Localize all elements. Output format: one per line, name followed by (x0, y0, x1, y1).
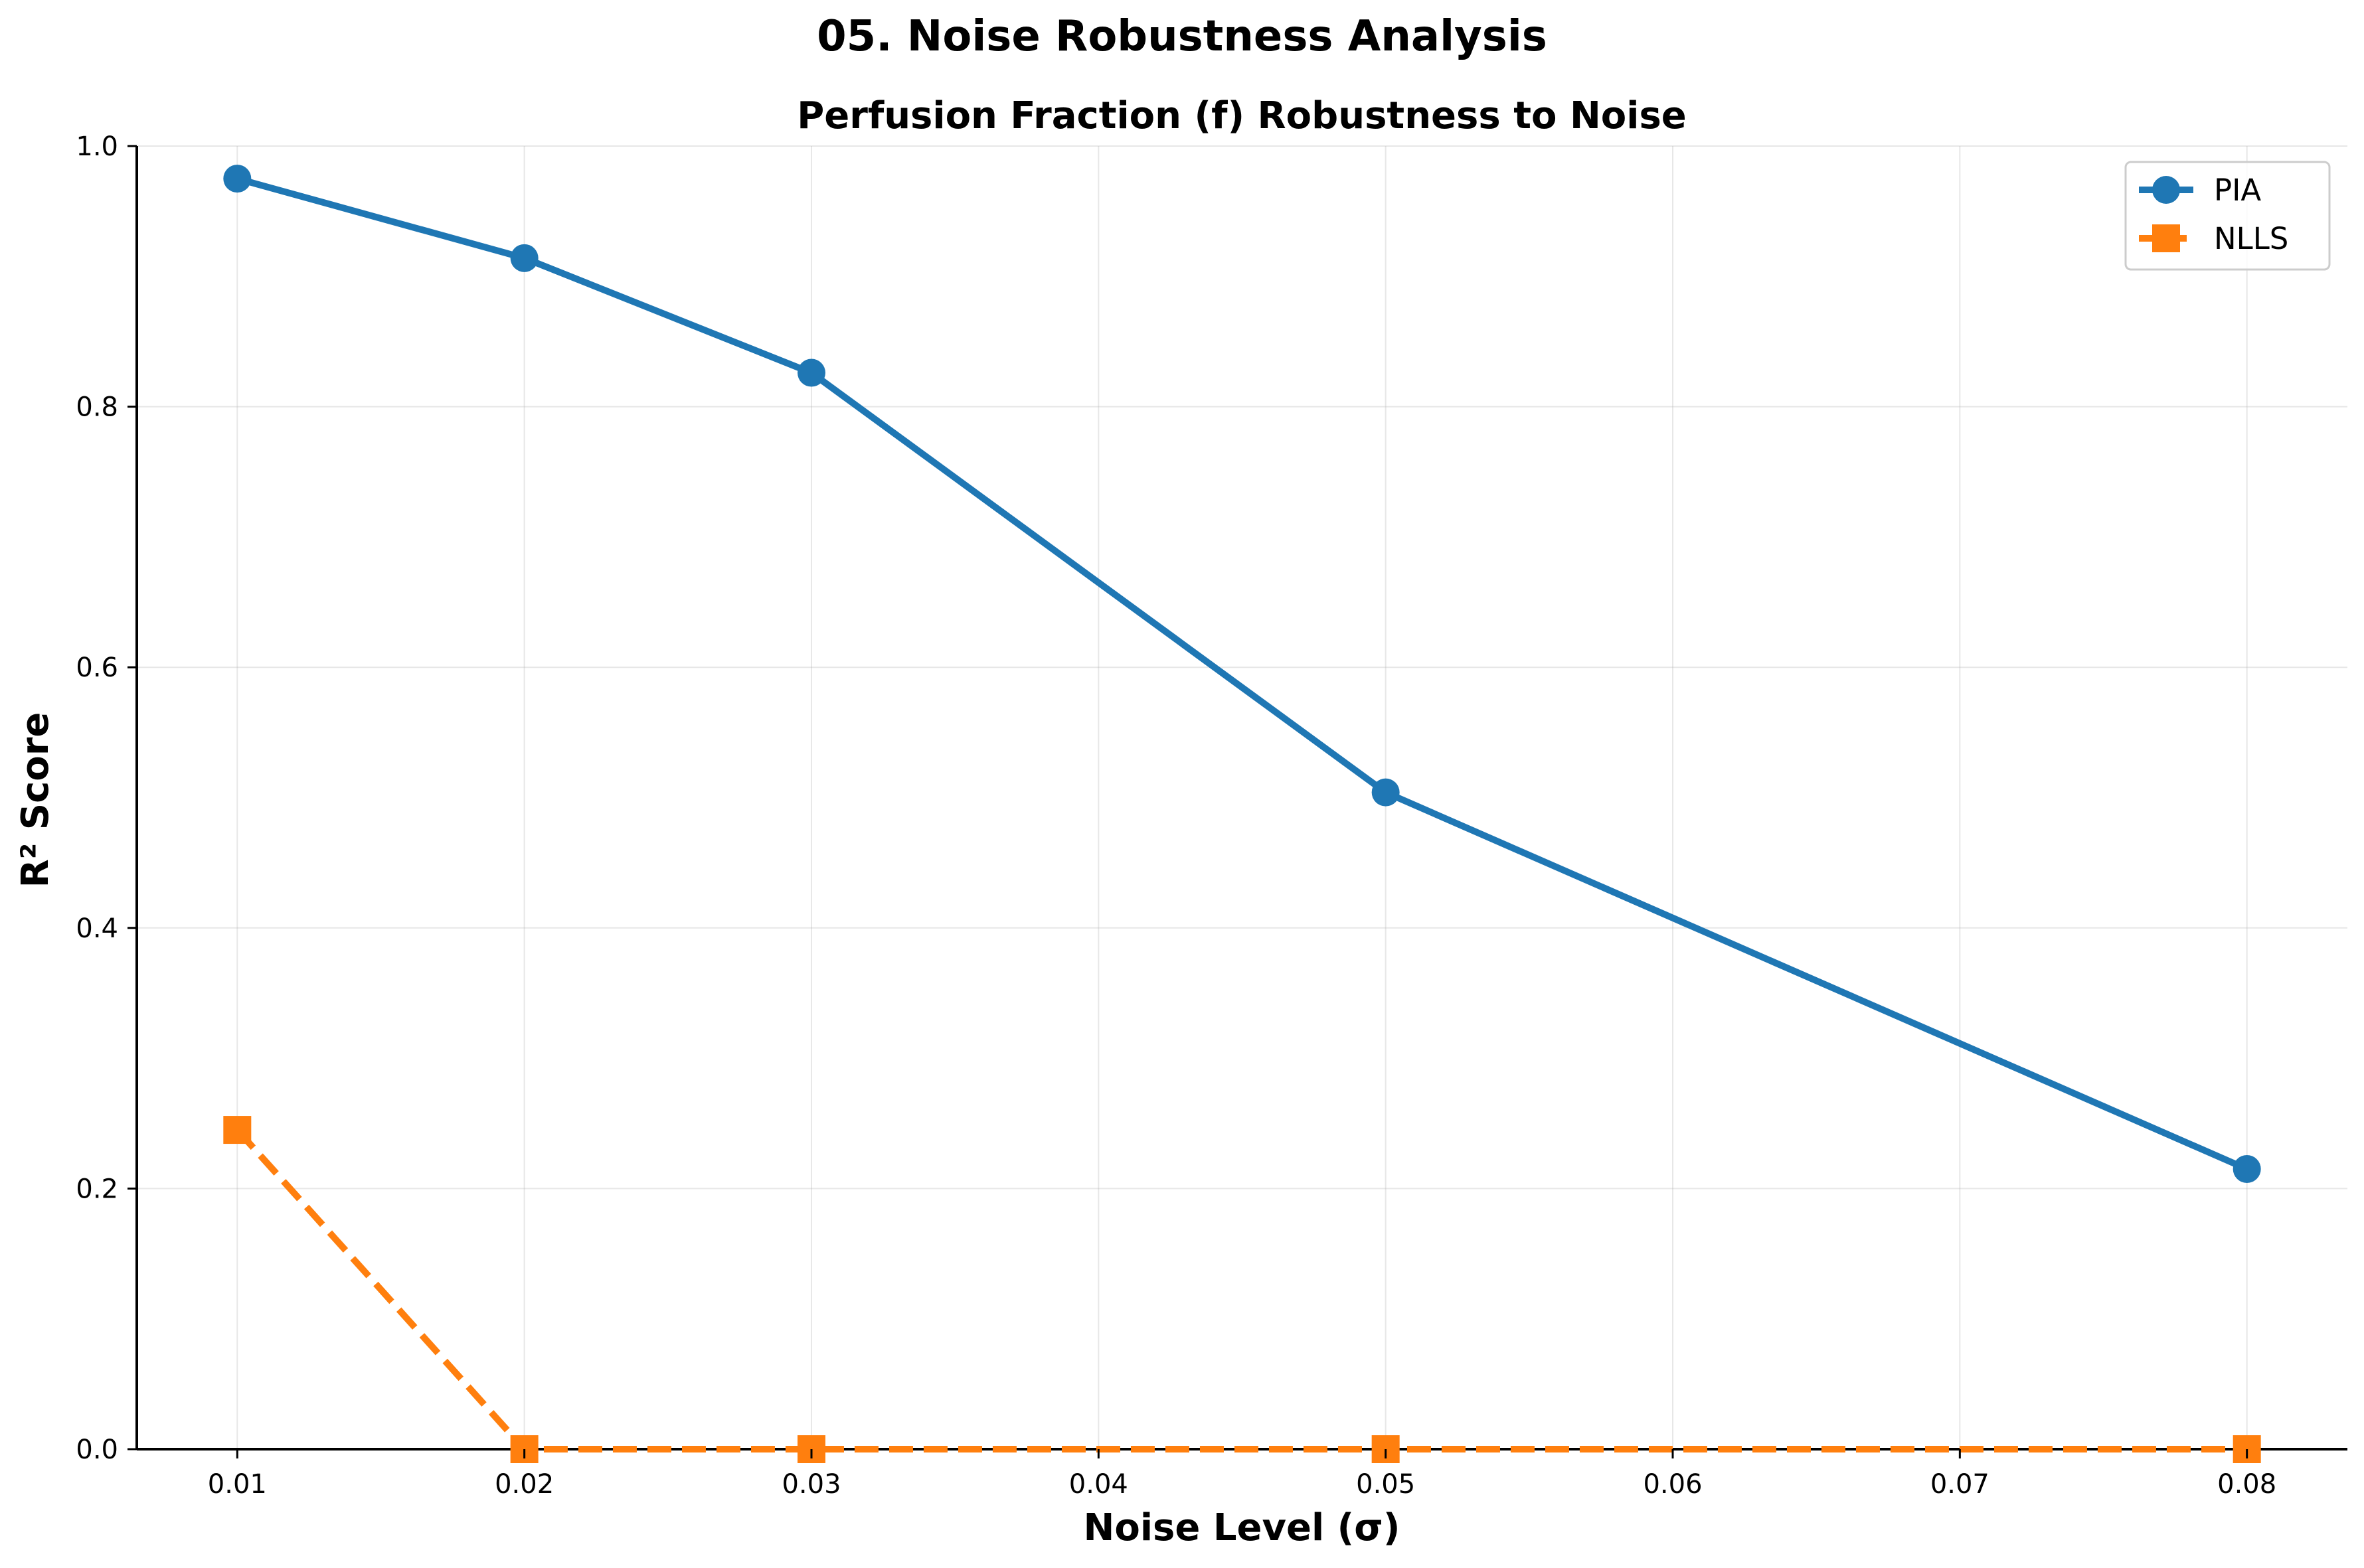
legend-marker-pia (2152, 176, 2180, 204)
figure-suptitle: 05. Noise Robustness Analysis (817, 12, 1547, 61)
ticks-layer: 0.01 0.02 0.03 0.04 0.05 0.06 0.07 0.08 0.0 0.2 0.… (76, 131, 2276, 1500)
series-layer (223, 165, 2261, 1463)
data-point-nlls (223, 1116, 252, 1144)
y-tick-label: 1.0 (76, 131, 118, 162)
x-axis-label: Noise Level (σ) (1084, 1506, 1400, 1549)
data-point-pia (2233, 1154, 2261, 1183)
y-tick-label: 0.0 (76, 1435, 118, 1465)
legend: PIA NLLS (2124, 161, 2331, 271)
y-axis-label: R² Score (14, 712, 57, 888)
data-point-pia (223, 165, 252, 193)
data-point-pia (1371, 778, 1400, 807)
x-tick-label: 0.01 (208, 1469, 267, 1500)
data-point-pia (797, 358, 825, 387)
y-tick-label: 0.2 (76, 1174, 118, 1204)
legend-marker-nlls (2152, 224, 2180, 252)
x-tick-label: 0.08 (2217, 1469, 2276, 1500)
y-tick-label: 0.4 (76, 913, 118, 944)
x-tick-label: 0.02 (495, 1469, 554, 1500)
legend-label-nlls: NLLS (2214, 221, 2288, 256)
grid-layer (137, 145, 2347, 1450)
x-tick-label: 0.03 (782, 1469, 841, 1500)
x-tick-label: 0.05 (1356, 1469, 1415, 1500)
series-line-nlls (234, 1127, 2247, 1452)
x-tick-label: 0.07 (1930, 1469, 1989, 1500)
chart-title: Perfusion Fraction (f) Robustness to Noi… (797, 94, 1687, 137)
legend-label-pia: PIA (2214, 173, 2261, 208)
y-tick-label: 0.6 (76, 653, 118, 683)
x-tick-label: 0.04 (1069, 1469, 1128, 1500)
x-tick-label: 0.06 (1643, 1469, 1702, 1500)
y-tick-label: 0.8 (76, 392, 118, 423)
data-point-pia (510, 244, 539, 272)
